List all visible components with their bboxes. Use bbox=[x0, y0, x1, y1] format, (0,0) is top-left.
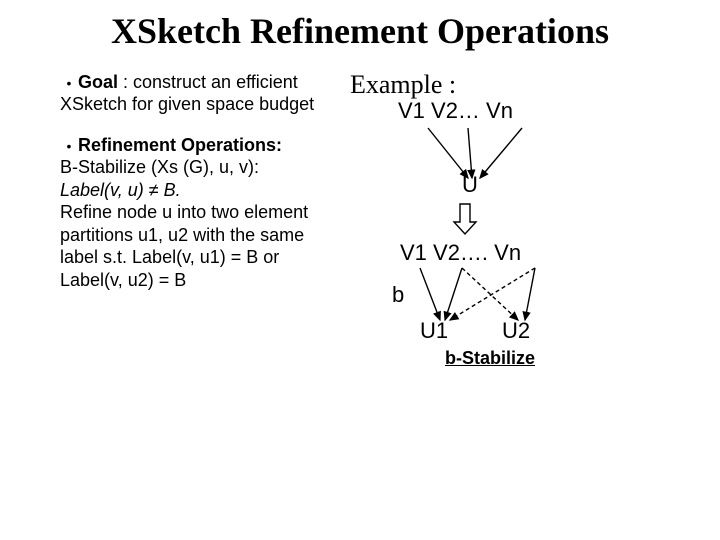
line-label-neq: Label(v, u) ≠ B. bbox=[60, 179, 340, 202]
bullet-dot-icon: • bbox=[60, 138, 78, 154]
goal-bullet: • Goal : construct an efficient bbox=[60, 72, 340, 93]
left-column: • Goal : construct an efficient XSketch … bbox=[0, 66, 350, 460]
goal-text-line2: XSketch for given space budget bbox=[60, 93, 340, 116]
line-refine-4: Label(v, u2) = B bbox=[60, 269, 340, 292]
line-refine-1: Refine node u into two element bbox=[60, 201, 340, 224]
goal-label: Goal bbox=[78, 72, 118, 92]
refops-label: Refinement Operations: bbox=[78, 135, 282, 156]
diagram-area: V1 V2… Vn U V1 V2…. Vn b U1 U2 b-Stabili… bbox=[350, 100, 720, 460]
slide: XSketch Refinement Operations • Goal : c… bbox=[0, 0, 720, 540]
example-label: Example : bbox=[350, 70, 720, 100]
two-column-layout: • Goal : construct an efficient XSketch … bbox=[0, 66, 720, 460]
slide-title: XSketch Refinement Operations bbox=[0, 12, 720, 52]
diagram-svg bbox=[350, 100, 720, 400]
line-bstabilize: B-Stabilize (Xs (G), u, v): bbox=[60, 156, 340, 179]
goal-rest: : construct an efficient bbox=[118, 72, 298, 92]
right-column: Example : V1 V2… Vn U V1 V2…. Vn b U1 U2… bbox=[350, 66, 720, 460]
refops-label-text: Refinement Operations: bbox=[78, 135, 282, 155]
bullet-dot-icon: • bbox=[60, 75, 78, 91]
line-refine-2: partitions u1, u2 with the same bbox=[60, 224, 340, 247]
refinement-block: • Refinement Operations: B-Stabilize (Xs… bbox=[60, 135, 340, 291]
line-refine-3: label s.t. Label(v, u1) = B or bbox=[60, 246, 340, 269]
goal-text-line1: Goal : construct an efficient bbox=[78, 72, 298, 93]
refops-bullet: • Refinement Operations: bbox=[60, 135, 340, 156]
